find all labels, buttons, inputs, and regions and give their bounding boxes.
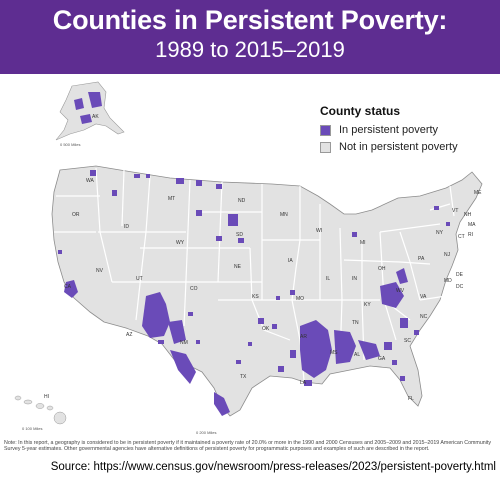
map-subtitle: 1989 to 2015–2019 [155, 37, 345, 62]
state-label-nv: NV [96, 268, 104, 274]
hawaii-inset [14, 395, 67, 425]
swatch-not-in-poverty [320, 141, 331, 153]
state-label-wy: WY [176, 240, 185, 246]
us-county-map: AK 0 500 Miles [14, 81, 483, 435]
state-label-wv: WV [396, 288, 405, 294]
map-title: Counties in Persistent Poverty: [52, 5, 448, 35]
state-label-ny: NY [436, 230, 444, 236]
conus-scale: 0 200 Miles [196, 430, 216, 435]
state-label-co: CO [190, 286, 198, 292]
state-label-dc: DC [456, 284, 464, 290]
persistent-poverty-counties [58, 170, 450, 416]
state-label-ct: CT [458, 234, 465, 240]
state-label-me: ME [474, 190, 482, 196]
state-label-mn: MN [280, 212, 288, 218]
state-label-nj: NJ [444, 252, 451, 258]
state-label-al: AL [354, 352, 360, 358]
state-label-ak: AK [92, 114, 99, 120]
state-label-az: AZ [126, 332, 132, 338]
swatch-in-poverty [320, 124, 331, 136]
state-label-ok: OK [262, 326, 270, 332]
alaska-scale: 0 500 Miles [60, 142, 80, 147]
alaska-inset: AK 0 500 Miles [55, 81, 125, 147]
state-label-ia: IA [288, 258, 293, 264]
state-label-nh: NH [464, 212, 472, 218]
state-label-ne: NE [234, 264, 242, 270]
state-label-ga: GA [378, 356, 386, 362]
state-label-sc: SC [404, 338, 411, 344]
legend-item-in-poverty: In persistent poverty [320, 124, 495, 136]
footnote: Note: In this report, a geography is con… [4, 440, 492, 453]
state-label-sd: SD [236, 232, 243, 238]
source-citation: Source: https://www.census.gov/newsroom/… [50, 461, 496, 473]
state-label-ms: MS [330, 350, 338, 356]
map-header: Counties in Persistent Poverty: 1989 to … [0, 0, 500, 74]
state-label-wi: WI [316, 228, 322, 234]
state-label-ks: KS [252, 294, 259, 300]
state-label-la: LA [300, 380, 307, 386]
state-label-il: IL [326, 276, 330, 282]
state-labels: WA OR CA ID NV MT WY UT AZ CO NM ND SD N… [64, 178, 482, 402]
state-label-mt: MT [168, 196, 175, 202]
legend-item-not-in-poverty: Not in persistent poverty [320, 141, 495, 153]
state-label-ca: CA [64, 284, 72, 290]
state-label-va: VA [420, 294, 427, 300]
legend-label-not-in-poverty: Not in persistent poverty [339, 141, 458, 153]
state-label-in: IN [352, 276, 357, 282]
state-label-ri: RI [468, 232, 473, 238]
state-label-mo: MO [296, 296, 304, 302]
state-label-ut: UT [136, 276, 143, 282]
legend-title: County status [320, 104, 401, 118]
state-label-mi: MI [360, 240, 366, 246]
state-label-ky: KY [364, 302, 371, 308]
state-label-fl: FL [408, 396, 414, 402]
state-label-wa: WA [86, 178, 95, 184]
state-label-vt: VT [452, 208, 458, 214]
state-label-md: MD [444, 278, 452, 284]
state-label-or: OR [72, 212, 80, 218]
state-label-nd: ND [238, 198, 246, 204]
state-label-ma: MA [468, 222, 476, 228]
state-label-nm: NM [180, 340, 188, 346]
state-borders [54, 167, 455, 381]
state-label-ar: AR [300, 334, 307, 340]
state-label-tx: TX [240, 374, 247, 380]
state-label-nc: NC [420, 314, 428, 320]
state-label-pa: PA [418, 256, 425, 262]
state-label-oh: OH [378, 266, 386, 272]
hawaii-scale: 0 100 Miles [22, 426, 42, 431]
state-label-hi: HI [44, 394, 49, 400]
legend-label-in-poverty: In persistent poverty [339, 124, 439, 136]
map-legend: County status In persistent poverty Not … [320, 104, 495, 158]
state-label-tn: TN [352, 320, 359, 326]
state-label-id: ID [124, 224, 129, 230]
state-label-de: DE [456, 272, 464, 278]
